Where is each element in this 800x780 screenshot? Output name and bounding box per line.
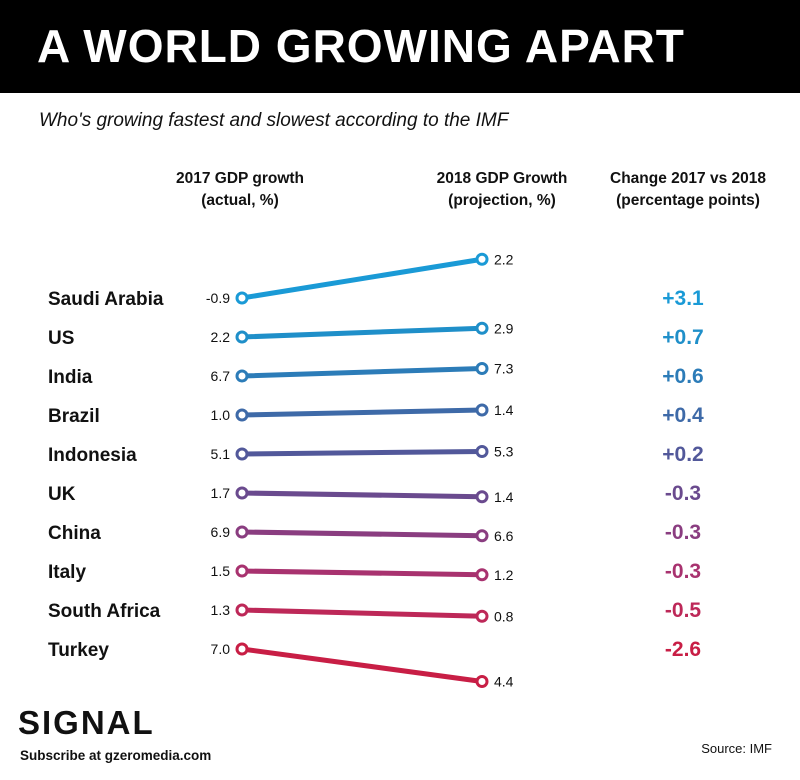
change-label-china: -0.3 bbox=[665, 521, 701, 544]
change-label-us: +0.7 bbox=[662, 326, 703, 349]
value-label-2018-italy: 1.2 bbox=[494, 567, 514, 583]
value-label-2018-brazil: 1.4 bbox=[494, 402, 514, 418]
subscribe-text: Subscribe at gzeromedia.com bbox=[20, 748, 212, 763]
country-label-italy: Italy bbox=[48, 562, 86, 583]
country-label-south-africa: South Africa bbox=[48, 601, 161, 622]
change-label-italy: -0.3 bbox=[665, 560, 701, 583]
column-header-2017-line1: 2017 GDP growth bbox=[175, 170, 305, 187]
point-2017-china bbox=[235, 525, 249, 539]
point-2017-south-africa bbox=[235, 603, 249, 617]
column-header-2018-line1: 2018 GDP Growth bbox=[436, 170, 568, 187]
value-label-2017-us: 2.2 bbox=[211, 329, 231, 345]
change-label-indonesia: +0.2 bbox=[662, 443, 703, 466]
value-label-2018-south-africa: 0.8 bbox=[494, 608, 514, 624]
value-label-2018-saudi-arabia: 2.2 bbox=[494, 251, 514, 267]
value-label-2018-turkey: 4.4 bbox=[494, 674, 514, 690]
chart-subtitle: Who's growing fastest and slowest accord… bbox=[39, 110, 509, 131]
series-line-us bbox=[239, 325, 485, 340]
column-header-change: Change 2017 vs 2018 (percentage points) bbox=[588, 168, 788, 212]
series-line-uk bbox=[239, 490, 485, 500]
change-label-south-africa: -0.5 bbox=[665, 599, 702, 622]
value-label-2017-china: 6.9 bbox=[211, 524, 231, 540]
point-2018-china bbox=[475, 529, 489, 543]
point-2018-us bbox=[475, 321, 489, 335]
country-label-brazil: Brazil bbox=[48, 406, 100, 427]
column-header-2017-line2: (actual, %) bbox=[201, 192, 279, 209]
column-header-2018-line2: (projection, %) bbox=[448, 192, 556, 209]
point-2017-india bbox=[235, 369, 249, 383]
point-2017-saudi-arabia bbox=[235, 291, 249, 305]
title-bar: A WORLD GROWING APART bbox=[0, 0, 800, 93]
column-header-2017: 2017 GDP growth (actual, %) bbox=[150, 168, 330, 212]
source-text: Source: IMF bbox=[701, 741, 772, 756]
series-line-china bbox=[239, 529, 485, 539]
value-label-2017-india: 6.7 bbox=[211, 368, 231, 384]
change-label-india: +0.6 bbox=[662, 365, 703, 388]
country-label-indonesia: Indonesia bbox=[48, 445, 137, 466]
signal-logo: SIGNAL bbox=[18, 704, 155, 741]
column-header-change-line1: Change 2017 vs 2018 bbox=[610, 170, 766, 187]
country-label-china: China bbox=[48, 523, 101, 544]
point-2018-india bbox=[475, 362, 489, 375]
column-header-2018: 2018 GDP Growth (projection, %) bbox=[412, 168, 592, 212]
series-line-saudi-arabia bbox=[239, 256, 485, 301]
change-label-brazil: +0.4 bbox=[662, 404, 704, 427]
chart-title: A WORLD GROWING APART bbox=[37, 20, 685, 72]
point-2018-south-africa bbox=[475, 609, 489, 623]
point-2018-turkey bbox=[475, 675, 489, 688]
value-label-2017-south-africa: 1.3 bbox=[211, 602, 231, 618]
change-label-saudi-arabia: +3.1 bbox=[662, 287, 704, 310]
point-2017-indonesia bbox=[235, 447, 249, 461]
value-label-2017-brazil: 1.0 bbox=[211, 407, 231, 423]
value-label-2018-us: 2.9 bbox=[494, 320, 514, 336]
point-2018-saudi-arabia bbox=[475, 252, 489, 266]
point-2017-us bbox=[235, 330, 249, 344]
series-line-indonesia bbox=[239, 449, 485, 457]
series-line-italy bbox=[239, 568, 485, 578]
column-header-change-line2: (percentage points) bbox=[616, 192, 760, 209]
value-label-2018-china: 6.6 bbox=[494, 528, 514, 544]
value-label-2017-saudi-arabia: -0.9 bbox=[206, 290, 230, 306]
value-label-2018-india: 7.3 bbox=[494, 361, 514, 377]
point-2017-brazil bbox=[235, 408, 249, 422]
point-2018-indonesia bbox=[475, 445, 489, 458]
series-line-south-africa bbox=[239, 607, 485, 619]
country-label-india: India bbox=[48, 367, 93, 388]
value-label-2017-turkey: 7.0 bbox=[211, 641, 231, 657]
country-label-saudi-arabia: Saudi Arabia bbox=[48, 289, 164, 310]
series-line-india bbox=[239, 366, 485, 379]
series-line-brazil bbox=[239, 407, 485, 418]
point-2017-turkey bbox=[235, 642, 249, 656]
value-label-2017-indonesia: 5.1 bbox=[211, 446, 231, 462]
change-label-turkey: -2.6 bbox=[665, 638, 701, 661]
point-2018-italy bbox=[475, 568, 489, 582]
point-2017-uk bbox=[235, 486, 249, 500]
country-label-us: US bbox=[48, 328, 74, 349]
point-2017-italy bbox=[235, 564, 249, 578]
point-2018-uk bbox=[475, 490, 489, 504]
country-label-turkey: Turkey bbox=[48, 640, 109, 661]
value-label-2017-italy: 1.5 bbox=[211, 563, 231, 579]
value-label-2018-uk: 1.4 bbox=[494, 489, 514, 505]
value-label-2018-indonesia: 5.3 bbox=[494, 444, 514, 460]
point-2018-brazil bbox=[475, 403, 489, 417]
change-label-uk: -0.3 bbox=[665, 482, 701, 505]
value-label-2017-uk: 1.7 bbox=[211, 485, 231, 501]
country-label-uk: UK bbox=[48, 484, 76, 505]
series-line-turkey bbox=[239, 646, 485, 684]
